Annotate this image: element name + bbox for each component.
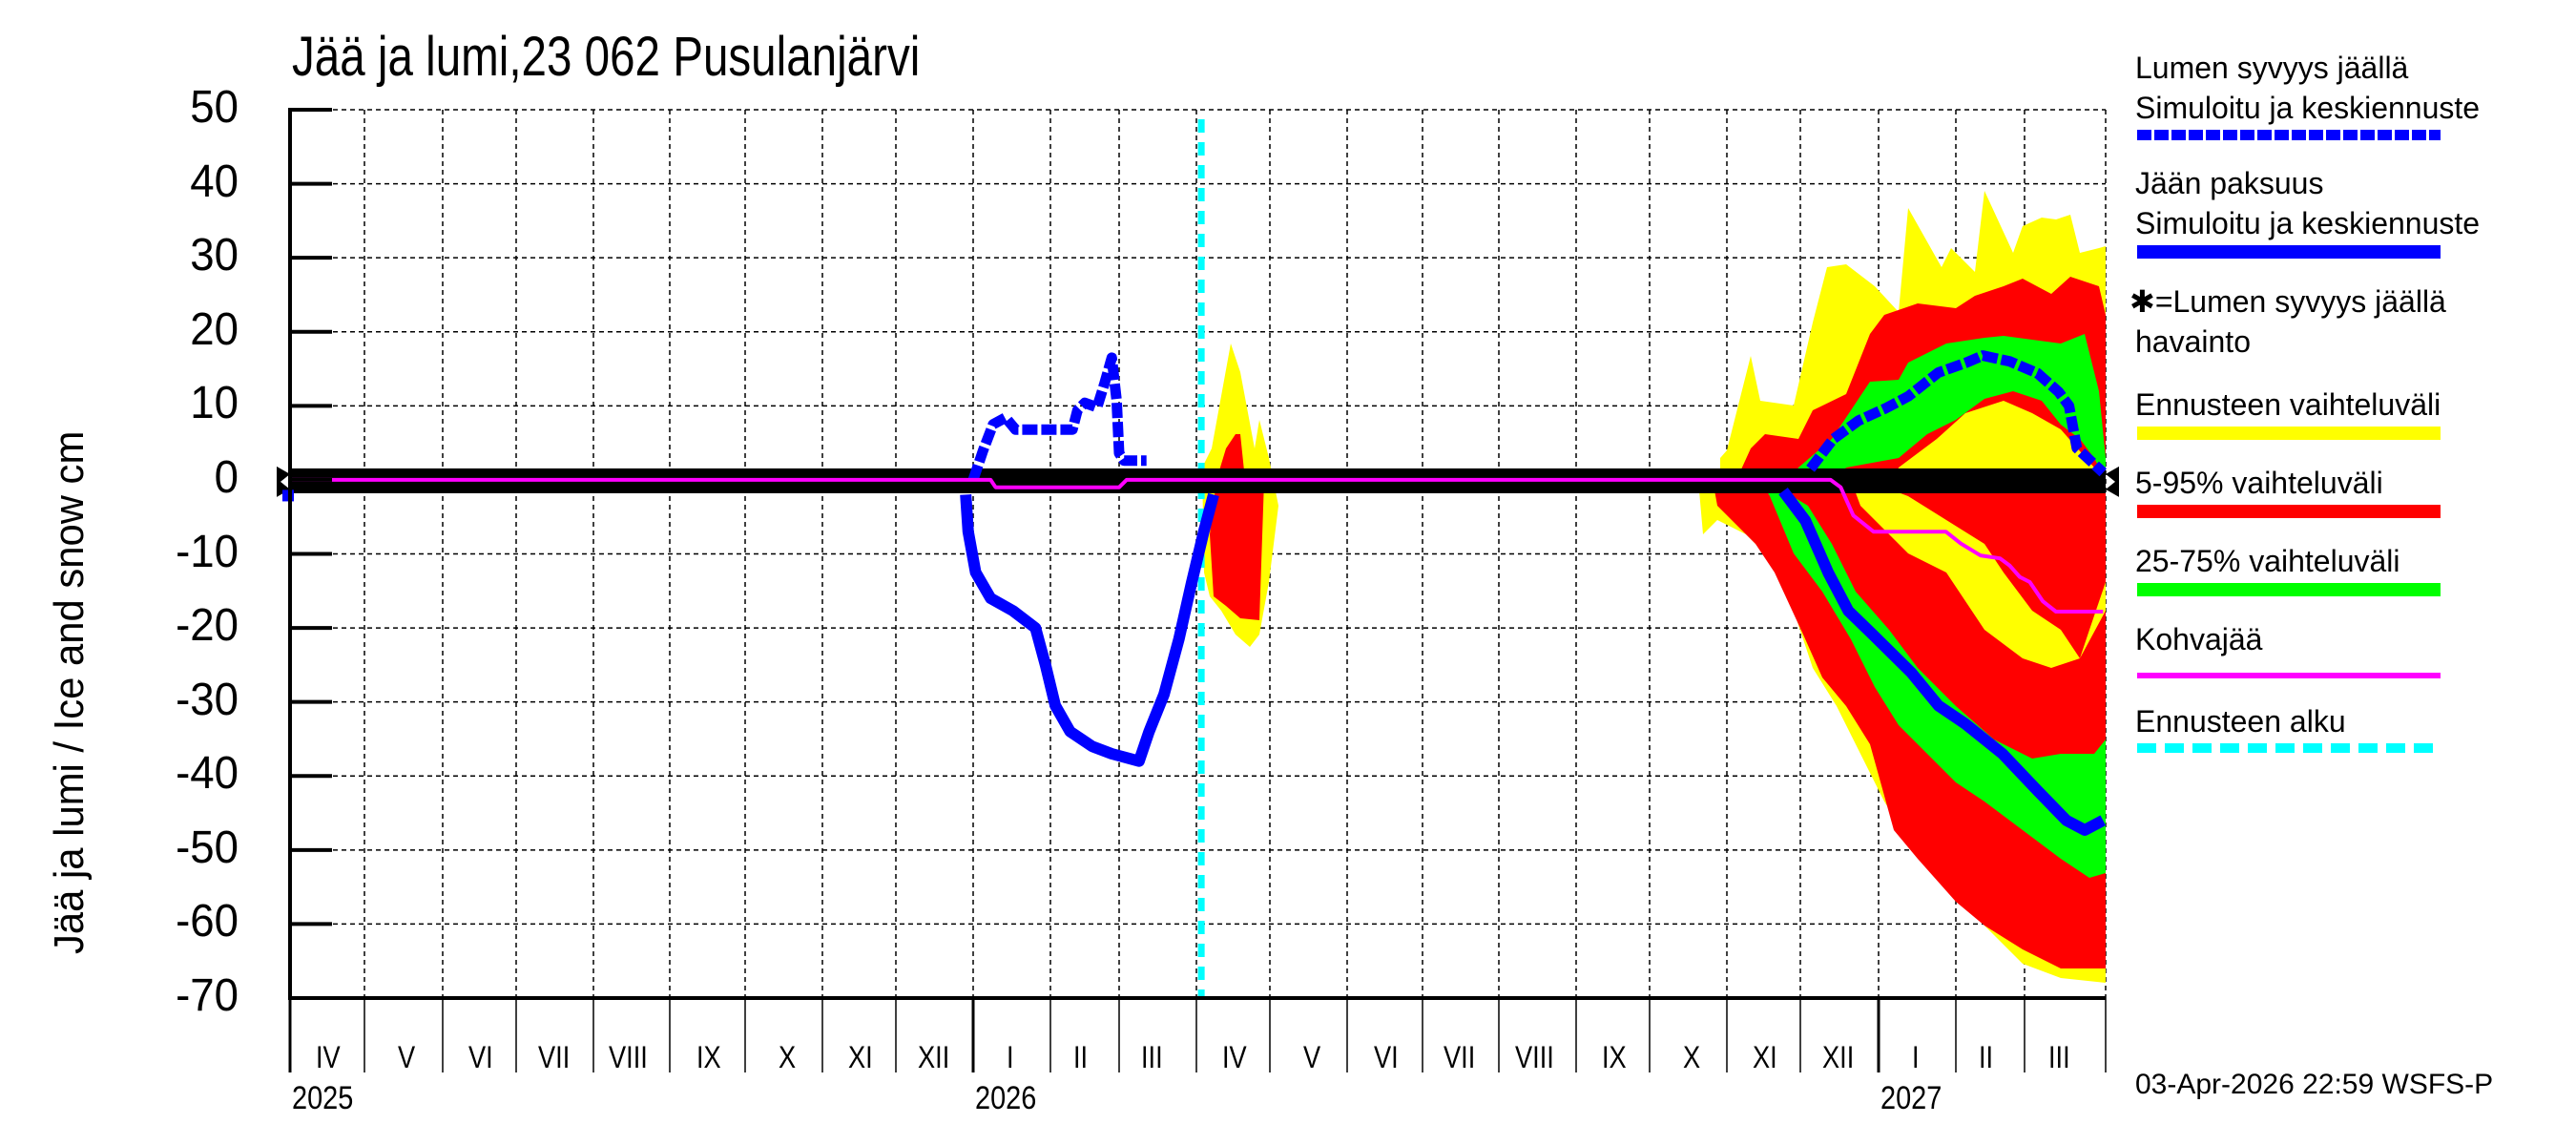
x-month-label: III	[2047, 1040, 2070, 1074]
x-month-label: XII	[1822, 1040, 1855, 1074]
x-month-label: VII	[537, 1040, 570, 1074]
timestamp-footer: 03-Apr-2026 22:59 WSFS-P	[2135, 1069, 2494, 1100]
dashed-cyan-line-icon	[2137, 743, 2441, 753]
legend-item-forecast-start: Ennusteen alku	[2135, 701, 2574, 753]
y-tick-label: 50	[190, 82, 239, 133]
x-month-label: VIII	[609, 1040, 648, 1074]
y-tick-label: 30	[190, 230, 239, 281]
yellow-band-icon	[2137, 427, 2441, 440]
y-tick-label: 20	[190, 303, 239, 355]
x-year-label: 2025	[292, 1080, 354, 1116]
legend-label: Lumen syvyys jäällä	[2135, 51, 2409, 85]
x-month-label: I	[1911, 1040, 1920, 1074]
y-tick-label: -50	[176, 822, 239, 873]
y-tick-label: -30	[176, 674, 239, 725]
y-tick-label: -20	[176, 600, 239, 652]
y-tick-label: 10	[190, 378, 239, 429]
x-month-label: III	[1140, 1040, 1163, 1074]
data-lines	[277, 119, 2119, 998]
legend-label: Simuloitu ja keskiennuste	[2135, 91, 2481, 125]
x-year-label: 2027	[1880, 1080, 1942, 1116]
x-month-label: II	[1979, 1040, 1994, 1074]
x-month-label: IV	[316, 1040, 341, 1074]
x-month-label: IX	[1601, 1040, 1627, 1074]
y-tick-label: -70	[176, 970, 239, 1021]
solid-blue-line-icon	[2137, 245, 2441, 259]
forecast-bands	[1202, 191, 2106, 983]
y-tick-label: 40	[190, 156, 239, 207]
legend-label: Kohvajää	[2135, 622, 2263, 656]
x-month-label: XI	[847, 1040, 873, 1074]
y-tick-label: -60	[176, 896, 239, 947]
x-month-label: X	[1682, 1040, 1700, 1074]
x-month-label: VII	[1444, 1040, 1476, 1074]
green-band-icon	[2137, 583, 2441, 596]
y-tick-label: 0	[214, 451, 239, 503]
legend-label: ✱=Lumen syvyys jäällä	[2129, 284, 2446, 319]
x-year-label: 2026	[975, 1080, 1037, 1116]
red-band-icon	[2137, 505, 2441, 518]
x-month-label: X	[778, 1040, 796, 1074]
legend-label: 5-95% vaihteluväli	[2135, 466, 2383, 500]
x-month-label: IV	[1221, 1040, 1247, 1074]
chart-title: Jää ja lumi,23 062 Pusulanjärvi	[292, 26, 921, 88]
y-tick-label: -40	[176, 748, 239, 800]
x-month-label: VI	[467, 1040, 493, 1074]
y-tick-label: -10	[176, 526, 239, 577]
x-month-label: XII	[917, 1040, 949, 1074]
x-month-label: VIII	[1514, 1040, 1554, 1074]
legend-label: 25-75% vaihteluväli	[2135, 544, 2400, 578]
x-month-label: I	[1006, 1040, 1014, 1074]
band-yellow	[1851, 480, 2106, 668]
legend-item-ice-thickness: Jään paksuus Simuloitu ja keskiennuste	[2135, 163, 2574, 259]
magenta-line-icon	[2137, 673, 2441, 678]
x-month-label: VI	[1373, 1040, 1399, 1074]
legend-item-5-95-range: 5-95% vaihteluväli	[2135, 463, 2574, 518]
legend-label: Simuloitu ja keskiennuste	[2135, 206, 2481, 240]
legend-label: Ennusteen alku	[2135, 704, 2346, 739]
x-month-label: V	[398, 1040, 416, 1074]
legend-item-forecast-range: Ennusteen vaihteluväli	[2135, 385, 2574, 440]
axes	[288, 108, 2107, 1072]
legend-item-snow-depth: Lumen syvyys jäällä Simuloitu ja keskien…	[2135, 48, 2574, 140]
y-axis-label: Jää ja lumi / Ice and snow cm	[46, 430, 93, 954]
x-month-label: V	[1302, 1040, 1320, 1074]
dashed-blue-line-icon	[2137, 130, 2441, 140]
legend-item-kohvajaa: Kohvajää	[2135, 619, 2574, 678]
x-month-label: II	[1073, 1040, 1089, 1074]
legend-label: Ennusteen vaihteluväli	[2135, 387, 2441, 422]
x-month-label: XI	[1752, 1040, 1777, 1074]
legend-item-25-75-range: 25-75% vaihteluväli	[2135, 541, 2574, 596]
legend-label: havainto	[2135, 324, 2251, 359]
legend: Lumen syvyys jäällä Simuloitu ja keskien…	[2129, 48, 2574, 776]
legend-label: Jään paksuus	[2135, 166, 2324, 200]
legend-item-snow-observation: ✱=Lumen syvyys jäällä havainto	[2129, 281, 2574, 362]
x-month-label: IX	[696, 1040, 721, 1074]
